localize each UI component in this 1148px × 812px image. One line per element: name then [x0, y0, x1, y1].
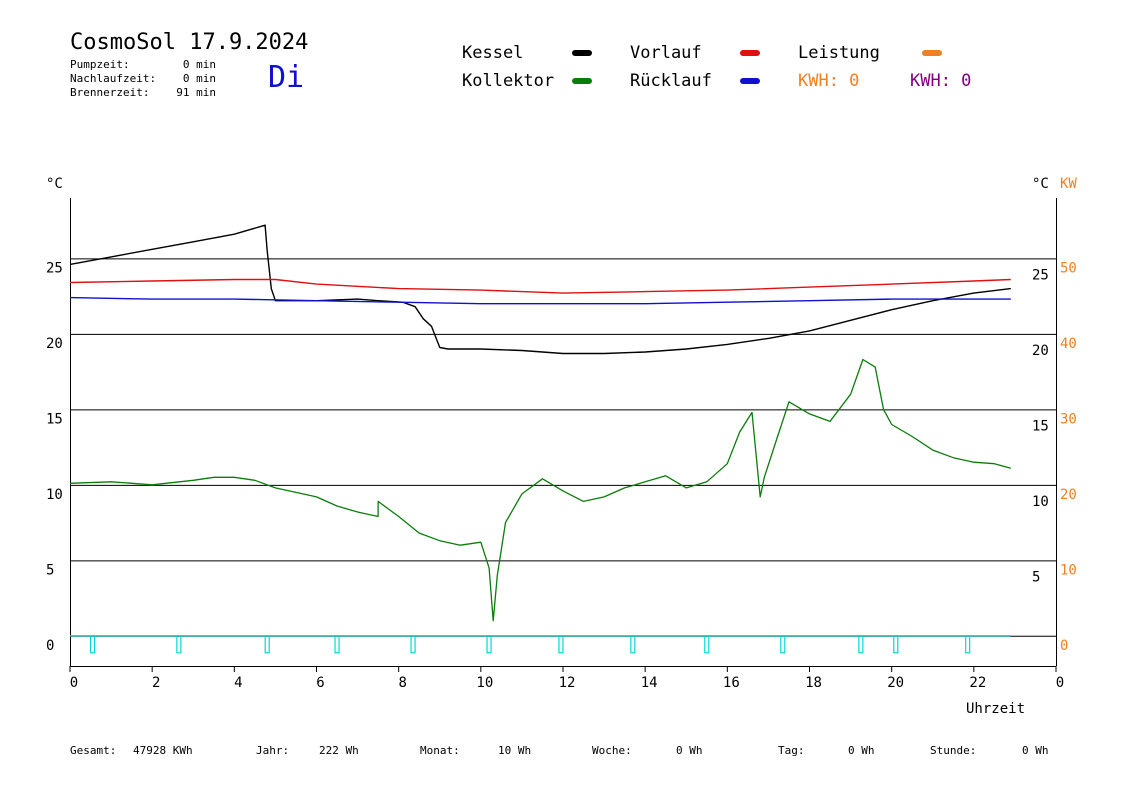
pumpzeit-label: Pumpzeit:: [70, 58, 130, 71]
y-tick-label-kw: 20: [1060, 487, 1077, 503]
x-tick-label: 0: [1056, 675, 1064, 691]
y-tick-label-right: 5: [1032, 569, 1040, 585]
y-tick-label-right: 10: [1032, 494, 1049, 510]
footer-monat-value: 10 Wh: [498, 744, 532, 757]
y-tick-label-right: 25: [1032, 267, 1049, 283]
y-tick-label-kw: 40: [1060, 336, 1077, 352]
y-tick-label-left: 25: [46, 260, 63, 276]
right-axis-unit-kw: KW: [1060, 176, 1077, 192]
pump-marker: [630, 635, 636, 654]
footer-gesamt-label: Gesamt:: [70, 744, 117, 757]
x-tick-label: 16: [723, 675, 740, 691]
pump-marker: [858, 635, 864, 654]
legend-ruecklauf-swatch: [740, 78, 760, 84]
y-tick-label-left: 15: [46, 411, 63, 427]
y-tick-label-left: 0: [46, 638, 54, 654]
legend-kollektor-label: Kollektor: [462, 71, 555, 91]
footer-tag-value: 0 Wh: [848, 744, 875, 757]
footer-stunde-label: Stunde:: [930, 744, 977, 757]
nachlaufzeit-value: 0 min: [182, 72, 216, 85]
x-tick-label: 2: [152, 675, 160, 691]
pump-marker: [410, 635, 416, 654]
y-tick-label-right: 15: [1032, 418, 1049, 434]
x-tick-label: 14: [641, 675, 658, 691]
y-tick-label-kw: 50: [1060, 260, 1077, 276]
x-tick-label: 10: [476, 675, 493, 691]
series-line-kessel: [69, 224, 1011, 355]
x-tick-label: 12: [559, 675, 576, 691]
pump-marker: [264, 635, 270, 654]
pump-marker: [334, 635, 340, 654]
chart-title: CosmoSol 17.9.2024: [70, 30, 309, 55]
pump-marker: [780, 635, 786, 654]
pump-marker: [893, 635, 899, 654]
footer-tag-label: Tag:: [778, 744, 805, 757]
x-tick-label: 20: [887, 675, 904, 691]
pump-marker: [176, 635, 182, 654]
weekday-label: Di: [268, 60, 305, 95]
series-line-rcklauf: [69, 296, 1011, 305]
footer-stunde-value: 0 Wh: [1022, 744, 1049, 757]
footer-jahr-value: 222 Wh: [319, 744, 359, 757]
pump-marker: [965, 635, 971, 654]
left-axis-unit: °C: [46, 176, 63, 192]
series-line-kollektor: [69, 358, 1011, 622]
legend-leistung-swatch: [922, 50, 942, 56]
y-tick-label-kw: 10: [1060, 562, 1077, 578]
footer-jahr-label: Jahr:: [256, 744, 290, 757]
legend-kessel-label: Kessel: [462, 43, 524, 63]
x-tick-label: 4: [234, 675, 242, 691]
pumpzeit-value: 0 min: [182, 58, 216, 71]
pump-marker: [704, 635, 710, 654]
y-tick-label-left: 20: [46, 336, 63, 352]
y-tick-label-right: 20: [1032, 343, 1049, 359]
y-tick-label-kw: 30: [1060, 411, 1077, 427]
legend-kwh-second: KWH: 0: [910, 71, 972, 91]
x-tick-label: 22: [969, 675, 986, 691]
legend-vorlauf-swatch: [740, 50, 760, 56]
series-line-vorlauf: [69, 278, 1011, 294]
x-tick-label: 8: [398, 675, 406, 691]
legend-kollektor-swatch: [572, 78, 592, 84]
right-axis-unit: °C: [1032, 176, 1049, 192]
pump-marker: [558, 635, 564, 654]
y-tick-label-kw: 0: [1060, 638, 1068, 654]
x-tick-label: 18: [805, 675, 822, 691]
footer-monat-label: Monat:: [420, 744, 460, 757]
legend-kessel-swatch: [572, 50, 592, 56]
brennerzeit-label: Brennerzeit:: [70, 86, 150, 99]
pump-marker: [486, 635, 492, 654]
footer-woche-value: 0 Wh: [676, 744, 703, 757]
brennerzeit-value: 91 min: [176, 86, 216, 99]
pump-marker: [89, 635, 96, 654]
x-axis-label: Uhrzeit: [966, 701, 1026, 717]
footer-woche-label: Woche:: [592, 744, 632, 757]
nachlaufzeit-label: Nachlaufzeit:: [70, 72, 157, 85]
footer-gesamt-value: 47928 KWh: [133, 744, 193, 757]
legend-ruecklauf-label: Rücklauf: [630, 71, 712, 91]
legend-leistung-label: Leistung: [798, 43, 880, 63]
legend-kwh-leistung: KWH: 0: [798, 71, 860, 91]
x-tick-label: 6: [316, 675, 324, 691]
y-tick-label-left: 10: [46, 487, 63, 503]
y-tick-label-left: 5: [46, 562, 54, 578]
legend-vorlauf-label: Vorlauf: [630, 43, 702, 63]
x-tick-label: 0: [70, 675, 78, 691]
